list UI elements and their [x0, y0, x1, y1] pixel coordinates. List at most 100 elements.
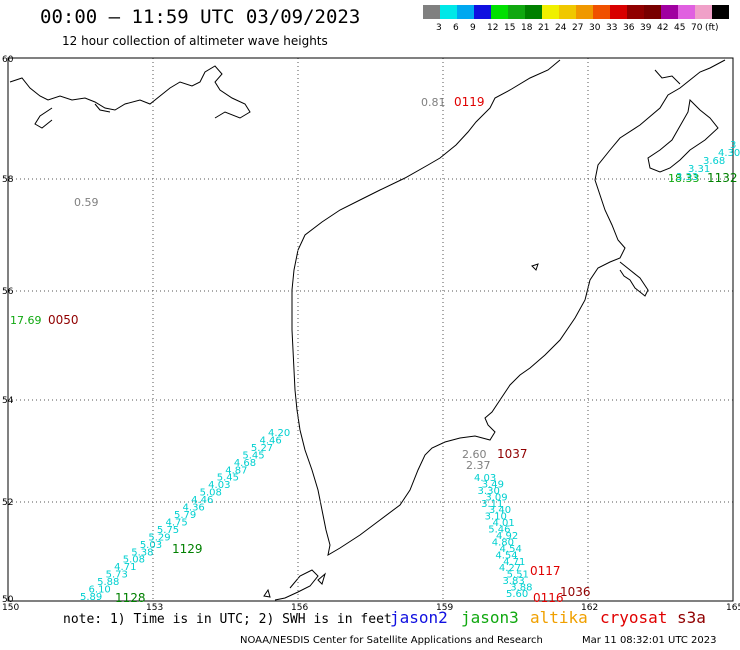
track-1129-value: 5.73 [106, 570, 128, 581]
legend-swatch [559, 5, 576, 19]
legend-swatch [542, 5, 559, 19]
latitude-label: 58 [2, 175, 14, 185]
latitude-label: 52 [2, 498, 13, 508]
track-1132-labels: 34.303.683.313.33 [676, 140, 740, 183]
track-1037-value: 5.46 [488, 525, 510, 536]
track-1037-value: 3.09 [485, 492, 507, 503]
small-island [531, 263, 539, 271]
track-1129-value: 4.20 [268, 428, 290, 439]
track-1129-value: 5.03 [140, 540, 162, 551]
track-1037-value: 3.49 [482, 479, 504, 490]
observation-label: 1129 [172, 542, 203, 556]
track-1037-value: 4.01 [492, 518, 514, 529]
track-1037-value: 3.88 [510, 583, 532, 594]
satellite-jason3: jason3 [461, 608, 519, 627]
legend-label: 3 [436, 23, 442, 33]
legend-label: 9 [470, 23, 476, 33]
observation-label: 17.69 [10, 314, 42, 327]
legend-label: (ft) [705, 23, 719, 33]
map-subtitle: 12 hour collection of altimeter wave hei… [62, 34, 328, 48]
track-1129-value: 5.79 [174, 510, 196, 521]
track-1129-value: 4.03 [208, 480, 230, 491]
observation-label: 0050 [48, 313, 79, 327]
legend-swatch [644, 5, 661, 19]
track-1037-value: 3.30 [478, 486, 500, 497]
latitude-label: 60 [2, 55, 14, 65]
track-1132-value: 4.30 [718, 148, 740, 159]
legend-swatch [712, 5, 729, 19]
legend-swatch [661, 5, 678, 19]
observation-labels: 0.81 0119 0.59 17.69 0050 18.33 1132 1129 1128 10… [10, 95, 738, 605]
track-1132-value: 3.33 [676, 172, 698, 183]
coastline [9, 59, 726, 601]
track-1132-value: 3.31 [688, 164, 710, 175]
track-1037-value: 3.10 [485, 512, 507, 523]
longitude-label: 165 [726, 603, 740, 613]
observation-label: 2.60 [462, 448, 487, 461]
legend-label: 42 [657, 23, 669, 33]
track-1037-value: 4.54 [500, 544, 522, 555]
legend-swatch [576, 5, 593, 19]
kronotsky-bay-coast [619, 261, 649, 297]
track-1037-value: 4.03 [474, 473, 496, 484]
track-1037-value: 4.92 [496, 531, 518, 542]
legend-swatch [491, 5, 508, 19]
track-1129-value: 4.87 [225, 465, 247, 476]
legend-swatch [593, 5, 610, 19]
track-1129-value: 5.29 [148, 532, 170, 543]
legend-label: 6 [453, 23, 459, 33]
legend-label: 45 [674, 23, 686, 33]
track-1129-value: 5.45 [242, 450, 264, 461]
legend-label: 18 [521, 23, 533, 33]
observation-label: 18.33 [668, 172, 700, 185]
track-1129-value: 5.75 [157, 525, 179, 536]
legend-label: 27 [572, 23, 584, 33]
track-1037-value: 4.71 [503, 557, 525, 568]
legend-swatch [474, 5, 491, 19]
legend-label: 12 [487, 23, 499, 33]
track-1129-labels: 4.204.465.275.454.684.875.454.035.084.46… [80, 428, 290, 603]
track-1037-value: 3.83 [502, 576, 524, 587]
latitude-label: 50 [2, 595, 14, 605]
track-1129-value: 5.89 [80, 592, 102, 603]
okhotsk-north-coast [9, 65, 251, 119]
credit-line: NOAA/NESDIS Center for Satellite Applica… [240, 635, 543, 646]
observation-label: 1128 [115, 591, 146, 605]
atlasov-island [263, 588, 271, 598]
track-1037-value: 4.80 [492, 537, 514, 548]
legend-swatch [440, 5, 457, 19]
longitude-label: 156 [291, 603, 308, 613]
track-1037-value: 3.40 [489, 505, 511, 516]
track-1129-value: 4.68 [234, 458, 256, 469]
map-frame [7, 57, 734, 602]
latitude-label: 56 [2, 287, 14, 297]
observation-label: 2.37 [466, 459, 491, 472]
okhotsk-islet-2 [94, 103, 111, 113]
track-1129-value: 5.08 [123, 555, 145, 566]
track-1037-labels: 4.033.493.303.093.113.403.104.015.464.92… [474, 473, 532, 600]
legend-label: 21 [538, 23, 550, 33]
legend-swatch [508, 5, 525, 19]
kamchatka-coastline [291, 59, 726, 556]
track-1037-value: 4.27 [499, 563, 521, 574]
satellite-s3a: s3a [677, 608, 706, 627]
track-1129-value: 5.88 [97, 577, 119, 588]
track-1129-value: 4.71 [114, 562, 136, 573]
legend-label: 39 [640, 23, 652, 33]
legend-swatch [695, 5, 712, 19]
longitude-labels: 150 153 156 159 162 165 [2, 603, 740, 613]
observation-label: 1036 [560, 585, 591, 599]
satellite-jason2: jason2 [390, 608, 448, 627]
graticule [8, 58, 733, 601]
track-1129-value: 4.36 [183, 503, 205, 514]
track-1037-value: 4.54 [495, 550, 517, 561]
track-1129-value: 5.27 [251, 443, 273, 454]
paramushir-island [274, 569, 319, 601]
track-1132-value: 3.68 [703, 156, 725, 167]
track-1129-value: 6.10 [89, 585, 111, 596]
legend-label: 36 [623, 23, 635, 33]
okhotsk-islet-1 [34, 107, 53, 129]
legend-swatch [610, 5, 627, 19]
track-1037-value: 5.51 [507, 570, 529, 581]
